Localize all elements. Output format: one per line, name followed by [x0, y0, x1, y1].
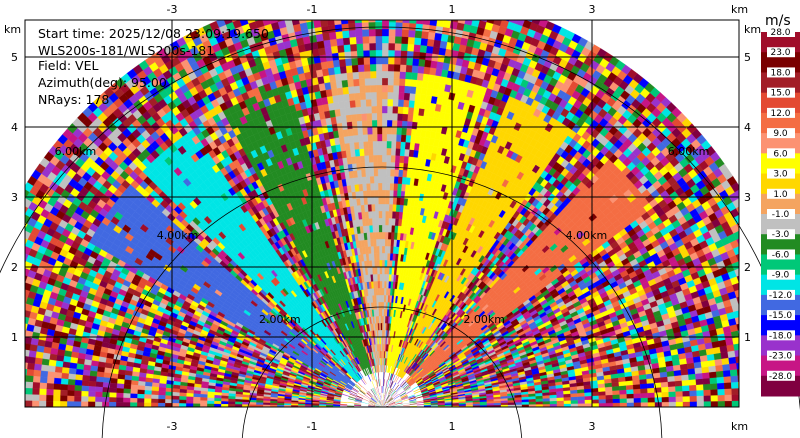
y-tick-label-left: 1	[11, 331, 18, 344]
grid-lines	[25, 20, 739, 407]
x-tick-label-top: 1	[449, 3, 456, 16]
colorbar-label-bg	[767, 330, 795, 341]
x-tick-label-bottom: -3	[167, 420, 178, 433]
range-ring-label: 6.00km	[668, 145, 710, 158]
colorbar-label: 23.0	[770, 48, 790, 58]
colorbar-label: -18.0	[769, 331, 793, 341]
x-unit-bottom-label: km	[731, 420, 748, 433]
range-rings: 2.00km 2.00km 4.00km 4.00km 6.00km 6.00km	[0, 26, 800, 438]
colorbar-label: -12.0	[769, 291, 793, 301]
start-time-label: Start time: 2025/12/08 23:09:19.650	[38, 26, 269, 41]
colorbar-label: 12.0	[770, 109, 790, 119]
colorbar-label-bg	[767, 148, 795, 159]
x-tick-label-bottom: 1	[449, 420, 456, 433]
y-unit-left-label: km	[4, 23, 21, 36]
colorbar-label-bg	[767, 229, 795, 240]
colorbar-segment	[761, 375, 800, 397]
colorbar-label: 18.0	[770, 68, 790, 78]
colorbar-label-bg	[767, 310, 795, 321]
y-tick-label-right: 3	[744, 191, 751, 204]
y-tick-label-left: 5	[11, 51, 18, 64]
colorbar-label: 3.0	[773, 170, 788, 180]
colorbar-label: 28.0	[770, 28, 790, 38]
colorbar-label: -28.0	[769, 372, 793, 382]
y-tick-label-right: 5	[744, 51, 751, 64]
colorbar-label-bg	[767, 289, 795, 300]
colorbar: 28.0 23.0 18.0 15.0 12.0 9.0 6.0 3.0 1.0 -1.0 -3.0…	[761, 27, 800, 397]
range-ring	[0, 26, 800, 411]
range-ring-label: 4.00km	[157, 229, 199, 242]
range-ring-label: 2.00km	[259, 313, 301, 326]
range-ring	[101, 166, 663, 438]
colorbar-label: -15.0	[769, 311, 793, 321]
colorbar-label-bg	[767, 67, 795, 78]
y-tick-label-right: 4	[744, 121, 751, 134]
colorbar-label-bg	[767, 249, 795, 260]
y-tick-label-left: 4	[11, 121, 18, 134]
colorbar-label-bg	[767, 188, 795, 199]
colorbar-label-bg	[767, 128, 795, 139]
x-unit-top-label: km	[731, 3, 748, 16]
colorbar-label: -6.0	[772, 250, 790, 260]
colorbar-label-bg	[767, 168, 795, 179]
colorbar-label-bg	[767, 87, 795, 98]
colorbar-label: 6.0	[773, 149, 788, 159]
range-ring-label: 6.00km	[55, 145, 97, 158]
range-ring	[241, 306, 523, 438]
colorbar-label-bg	[767, 27, 795, 37]
field-label: Field: VEL	[38, 58, 98, 73]
y-unit-right-label: km	[744, 23, 761, 36]
range-ring-label: 2.00km	[463, 313, 505, 326]
azimuth-label: Azimuth(deg): 95.00	[38, 75, 167, 90]
colorbar-label-bg	[767, 370, 795, 381]
station-label: WLS200s-181/WLS200s-181	[38, 43, 214, 58]
colorbar-label-bg	[767, 107, 795, 118]
y-tick-label-left: 2	[11, 261, 18, 274]
x-tick-label-top: 3	[589, 3, 596, 16]
x-tick-label-top: -3	[167, 3, 178, 16]
y-tick-label-right: 1	[744, 331, 751, 344]
plot-frame	[24, 19, 740, 408]
x-tick-label-top: -1	[307, 3, 318, 16]
nrays-label: NRays: 178	[38, 92, 109, 107]
y-tick-label-left: 3	[11, 191, 18, 204]
colorbar-title: m/s	[765, 13, 791, 29]
colorbar-label: -1.0	[772, 210, 790, 220]
colorbar-label: -23.0	[769, 352, 793, 362]
colorbar-label-bg	[767, 47, 795, 58]
colorbar-label: 1.0	[773, 190, 788, 200]
colorbar-label: 9.0	[773, 129, 788, 139]
colorbar-label-bg	[767, 269, 795, 280]
colorbar-label: -3.0	[772, 230, 790, 240]
x-tick-label-bottom: -1	[307, 420, 318, 433]
colorbar-label-bg	[767, 209, 795, 219]
radar-velocity-field	[25, 20, 739, 407]
colorbar-label-bg	[767, 350, 795, 361]
colorbar-label: -9.0	[772, 271, 790, 281]
y-tick-label-right: 2	[744, 261, 751, 274]
axis-ticks: -3 -3 -1 -1 1 1 3 3 1 1 2 2 3 3 4 4 5 5	[11, 3, 751, 433]
colorbar-label: 15.0	[770, 89, 790, 99]
range-ring-label: 4.00km	[566, 229, 608, 242]
x-tick-label-bottom: 3	[589, 420, 596, 433]
